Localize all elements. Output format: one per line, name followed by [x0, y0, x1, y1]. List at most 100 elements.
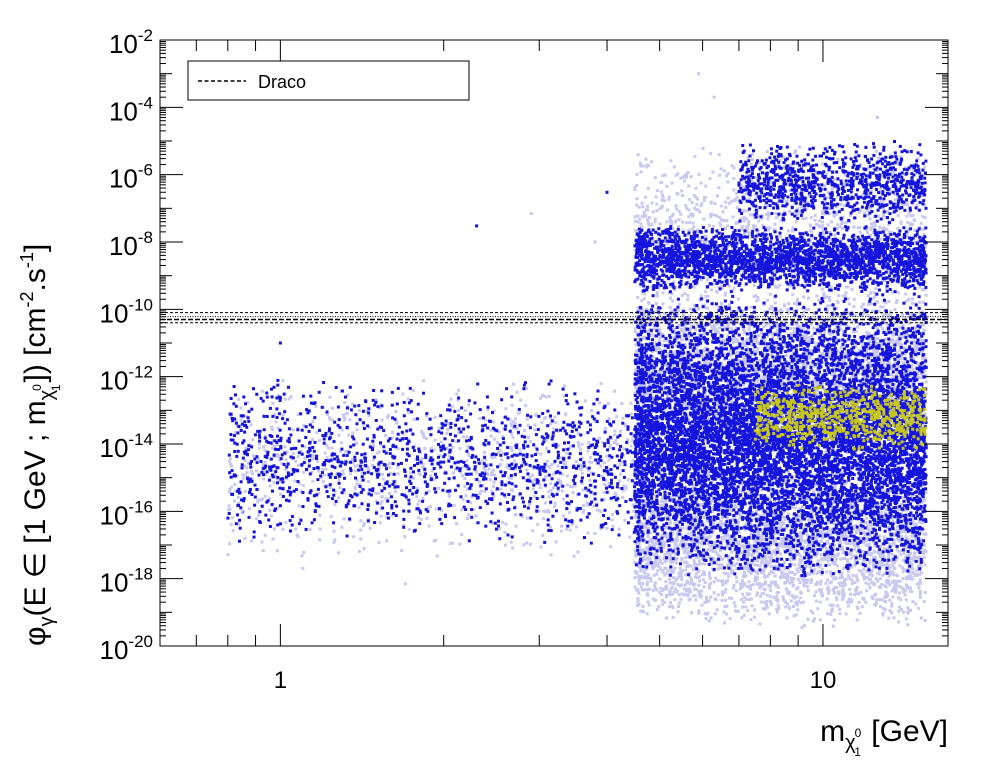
point-553	[474, 461, 478, 465]
point-1483	[814, 590, 818, 594]
point-323	[247, 507, 251, 511]
point-897	[533, 478, 537, 482]
point-525	[283, 445, 287, 449]
point-2754	[773, 499, 776, 503]
point-589	[414, 458, 418, 461]
point-2682	[798, 520, 802, 524]
point-2020	[850, 598, 854, 602]
point-405	[533, 495, 537, 499]
point-3668	[878, 569, 882, 573]
point-875	[579, 463, 583, 467]
point-675	[477, 480, 481, 484]
point-1288	[651, 567, 655, 571]
point-3091	[777, 489, 781, 493]
point-1461	[773, 574, 777, 578]
point-956	[781, 542, 785, 546]
point-2098	[800, 625, 804, 629]
point-1266	[859, 536, 863, 540]
point-3040	[826, 612, 830, 616]
point-538	[529, 439, 532, 443]
point-2453	[866, 536, 870, 540]
point-2275	[854, 592, 858, 596]
point-3118	[900, 517, 904, 521]
point-362	[544, 510, 548, 514]
point-76	[498, 449, 502, 452]
point-614	[565, 474, 569, 478]
point-3120	[697, 515, 701, 519]
point-314	[445, 446, 449, 450]
point-1624	[659, 477, 663, 481]
point-3366	[768, 595, 772, 598]
point-699	[478, 492, 482, 496]
point-1338	[705, 595, 708, 599]
point-1668	[780, 537, 784, 541]
point-410	[565, 451, 569, 455]
point-810	[473, 478, 477, 482]
point-2782	[701, 578, 705, 582]
point-3358	[894, 573, 898, 577]
point-3486	[721, 522, 724, 526]
point-3756	[913, 551, 917, 555]
point-130	[353, 485, 357, 489]
point-106	[553, 415, 557, 419]
point-1692	[884, 507, 888, 511]
point-4449	[847, 302, 851, 306]
point-828	[386, 414, 390, 418]
point-3887	[852, 547, 856, 551]
point-3479	[667, 555, 671, 559]
point-2721	[790, 505, 794, 509]
point-3883	[872, 582, 876, 586]
point-1616	[843, 578, 846, 582]
point-2625	[769, 564, 773, 568]
point-2336	[743, 571, 747, 574]
point-479	[433, 438, 437, 442]
point-388	[325, 434, 329, 438]
point-3862	[918, 592, 922, 596]
point-880	[599, 510, 603, 514]
point-1890	[722, 610, 726, 614]
point-581	[456, 398, 460, 402]
point-3148	[702, 571, 706, 575]
point-801	[327, 446, 331, 450]
point-3228	[694, 572, 698, 576]
point-287	[342, 517, 346, 521]
point-3103	[730, 563, 734, 567]
point-1837	[717, 563, 721, 567]
point-25	[451, 471, 455, 475]
point-3175	[712, 506, 715, 510]
point-542	[619, 429, 623, 433]
point-2825	[729, 537, 733, 540]
point-1478	[851, 490, 855, 494]
point-548	[406, 397, 410, 401]
point-1610	[866, 524, 870, 528]
point-685	[517, 411, 521, 415]
point-440	[408, 471, 412, 475]
point-740	[302, 424, 306, 428]
point-453	[379, 502, 383, 506]
point-15	[570, 485, 574, 489]
point-3241	[680, 557, 684, 561]
point-175	[236, 501, 240, 505]
point-3798	[842, 591, 845, 595]
point-3785	[683, 561, 687, 564]
point-648	[295, 533, 299, 537]
point-2163	[792, 614, 796, 618]
point-2526	[773, 514, 777, 517]
point-808	[624, 423, 628, 427]
point-519	[531, 473, 535, 477]
point-3844	[919, 616, 923, 620]
point-1977	[721, 582, 725, 586]
point-1451	[685, 526, 689, 530]
point-2924	[638, 545, 641, 549]
point-3858	[669, 560, 673, 564]
point-500	[296, 463, 300, 467]
point-852	[618, 487, 622, 490]
point-1691	[806, 578, 810, 582]
point-1673	[860, 605, 864, 609]
point-517	[582, 508, 586, 512]
point-3029	[845, 525, 849, 529]
point-924	[707, 469, 711, 473]
point-445	[341, 413, 345, 417]
point-2259	[798, 544, 802, 548]
point-2665	[908, 484, 912, 488]
